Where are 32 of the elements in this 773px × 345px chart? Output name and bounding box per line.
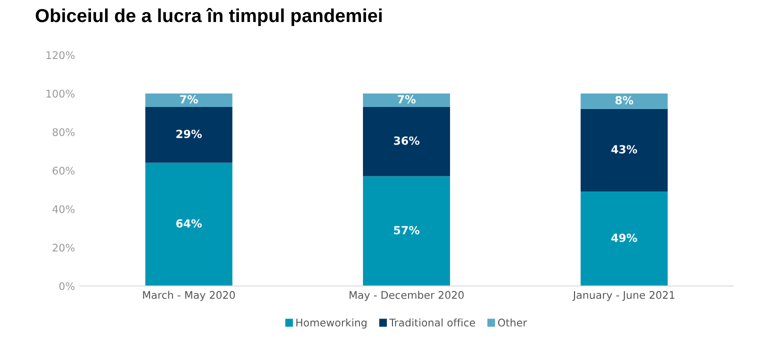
data-label: 36% <box>394 136 420 145</box>
data-label: 49% <box>611 234 638 242</box>
bar <box>145 162 232 286</box>
x-tick-label: May - December 2020 <box>350 290 464 301</box>
bar <box>362 94 450 107</box>
y-tick-label: 40% <box>52 205 75 214</box>
y-tick-label: 80% <box>52 128 75 136</box>
data-label: 8% <box>615 96 634 104</box>
y-tick-label: 120% <box>46 51 75 60</box>
y-tick-label: 20% <box>52 244 75 252</box>
bar <box>580 108 668 192</box>
data-label: 57% <box>394 226 420 234</box>
data-label: 43% <box>611 145 638 154</box>
legend-label: Traditional office <box>389 318 476 327</box>
x-tick-label: January - June 2021 <box>572 291 674 301</box>
bar <box>145 94 232 107</box>
legend-label: Homeworking <box>296 318 366 329</box>
data-label: 7% <box>180 95 198 104</box>
bar <box>145 106 232 163</box>
y-tick-label: 60% <box>52 166 75 175</box>
legend-label: Other <box>498 318 528 327</box>
y-tick-label: 0% <box>59 282 75 290</box>
bar <box>362 176 450 286</box>
x-tick-label: March - May 2020 <box>143 290 235 301</box>
data-label: 64% <box>176 219 202 228</box>
data-label: 7% <box>398 95 416 104</box>
bar <box>362 106 450 176</box>
bar <box>580 94 668 109</box>
bar <box>580 192 668 286</box>
data-label: 29% <box>176 130 202 138</box>
y-tick-label: 100% <box>46 90 75 98</box>
chart-title: Obiceiul de a lucra în timpul pandemiei <box>36 8 382 26</box>
